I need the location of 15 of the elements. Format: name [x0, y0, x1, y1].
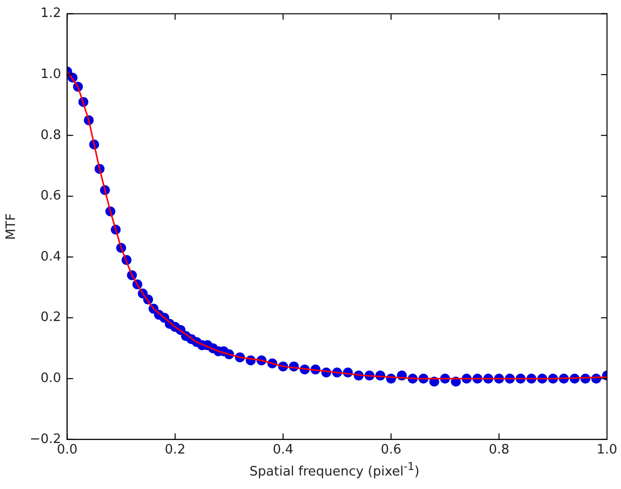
x-tick-label: 1.0: [596, 442, 618, 458]
y-axis-title: MTF: [4, 213, 20, 240]
y-tick-label: 0.2: [40, 310, 62, 326]
y-tick-label: 1.0: [40, 66, 62, 82]
x-tick-label: 0.6: [380, 442, 402, 458]
x-tick-label: 0.8: [488, 442, 510, 458]
x-axis-title: Spatial frequency (pixel$^{-1}$): [248, 460, 420, 480]
y-tick-label: 0.0: [40, 370, 62, 386]
x-tick-label: 0.4: [272, 442, 294, 458]
y-tick-label: 0.4: [40, 249, 62, 264]
y-tick-label: 0.8: [40, 128, 62, 143]
x-tick-label: 0.2: [164, 442, 186, 458]
x-tick-label: 0.0: [56, 442, 78, 458]
y-tick-label: 1.2: [40, 6, 62, 22]
y-tick-label: 0.6: [40, 188, 62, 204]
